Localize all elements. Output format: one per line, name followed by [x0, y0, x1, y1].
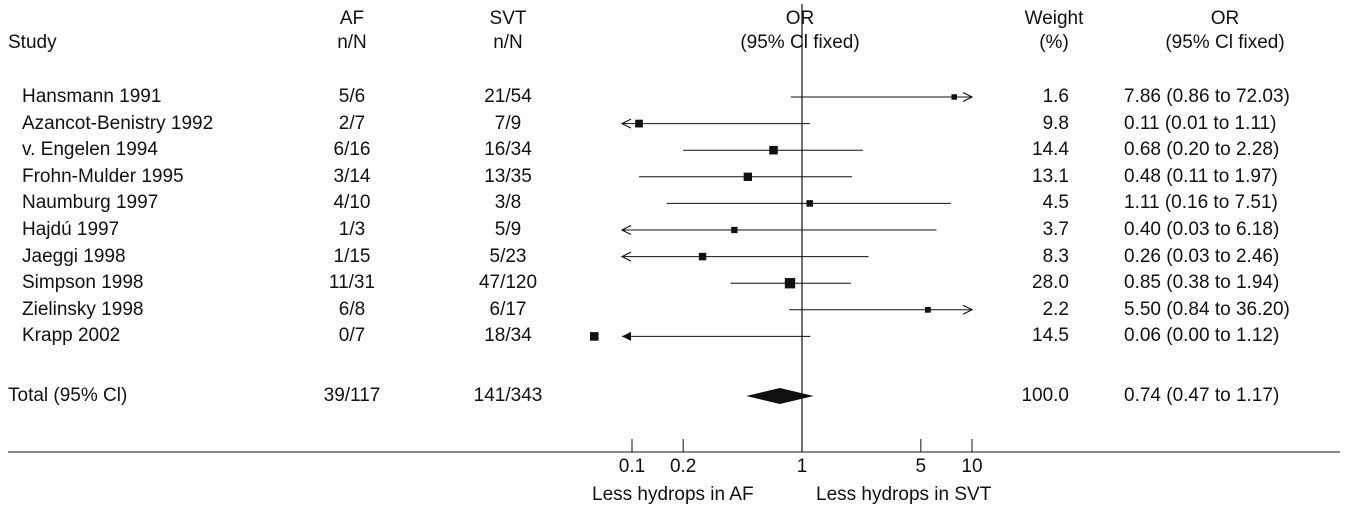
svt-value: 18/34 [484, 325, 532, 347]
study-label: Jaeggi 1998 [22, 245, 126, 267]
point-estimate [806, 200, 813, 207]
ci-arrow-right [962, 92, 974, 102]
x-tick-label: 5 [915, 456, 927, 477]
or-ci-text: 7.86 (0.86 to 72.03) [1124, 86, 1290, 107]
af-value: 3/14 [333, 165, 371, 187]
point-estimate [731, 226, 738, 234]
x-tick-label: 1 [796, 456, 808, 477]
af-value: 11/31 [328, 272, 376, 294]
header-or-plot: OR [785, 8, 815, 29]
or-ci-text: 0.11 (0.01 to 1.11) [1124, 112, 1277, 134]
weight-value: 13.1 [1032, 165, 1069, 187]
header-svt: SVT [489, 8, 527, 29]
af-value: 2/7 [338, 112, 366, 134]
header-af: AF [339, 8, 365, 29]
weight-value: 28.0 [1032, 272, 1069, 294]
x-caption-left: Less hydrops in AF [592, 484, 754, 505]
af-value: 1/15 [333, 245, 371, 267]
total-or-ci-text: 0.74 (0.47 to 1.17) [1124, 385, 1280, 406]
ci-arrow-right [962, 304, 974, 315]
point-estimate [784, 278, 796, 289]
header-weight: Weight [1024, 8, 1084, 29]
total-af-value: 39/117 [323, 385, 381, 406]
point-estimate [698, 252, 707, 261]
af-value: 5/6 [338, 86, 366, 107]
point-estimate [924, 306, 931, 313]
study-label: v. Engelen 1994 [22, 139, 158, 161]
ci-arrow-left [620, 225, 632, 235]
af-value: 6/8 [338, 298, 366, 320]
weight-value: 4.5 [1042, 192, 1069, 214]
or-ci-text: 0.68 (0.20 to 2.28) [1124, 139, 1280, 161]
study-label: Azancot-Benistry 1992 [22, 112, 214, 134]
point-estimate [590, 332, 599, 341]
study-label: Simpson 1998 [22, 272, 144, 294]
header-weight-sub: (%) [1039, 32, 1069, 53]
af-value: 4/10 [333, 192, 371, 214]
x-tick-label: 0.1 [618, 456, 646, 477]
header-or-plot-sub: (95% Cl fixed) [740, 32, 860, 53]
svt-value: 7/9 [494, 112, 522, 134]
weight-value: 2.2 [1042, 298, 1069, 320]
or-ci-text: 0.48 (0.11 to 1.97) [1124, 165, 1278, 187]
study-label: Frohn-Mulder 1995 [22, 165, 184, 187]
weight-value: 3.7 [1042, 219, 1069, 240]
x-tick-label: 0.2 [669, 456, 697, 477]
or-ci-text: 0.06 (0.00 to 1.12) [1124, 325, 1280, 347]
study-label: Hansmann 1991 [22, 86, 162, 107]
study-label: Zielinsky 1998 [22, 298, 144, 320]
or-ci-text: 1.11 (0.16 to 7.51) [1124, 192, 1278, 214]
svt-value: 47/120 [478, 272, 538, 294]
ci-arrow-left [620, 118, 632, 129]
ci-arrow-left [620, 251, 632, 262]
header-svt-sub: n/N [493, 32, 523, 53]
total-svt-value: 141/343 [473, 385, 543, 406]
header-study: Study [8, 32, 57, 53]
point-estimate [769, 145, 778, 155]
svt-value: 3/8 [494, 192, 522, 214]
header-af-sub: n/N [337, 32, 367, 53]
study-label: Krapp 2002 [22, 325, 121, 347]
point-estimate [743, 172, 752, 181]
total-weight-value: 100.0 [1021, 385, 1069, 406]
af-value: 0/7 [338, 325, 366, 347]
or-ci-text: 5.50 (0.84 to 36.20) [1124, 298, 1290, 320]
x-tick-label: 10 [961, 456, 983, 477]
or-ci-text: 0.40 (0.03 to 6.18) [1124, 219, 1280, 240]
weight-value: 1.6 [1042, 86, 1069, 107]
svt-value: 13/35 [484, 165, 532, 187]
or-ci-text: 0.85 (0.38 to 1.94) [1124, 272, 1280, 294]
svt-value: 21/54 [484, 86, 532, 107]
af-value: 6/16 [333, 139, 371, 161]
pooled-diamond [746, 388, 814, 404]
study-label: Hajdú 1997 [22, 219, 120, 240]
weight-value: 14.5 [1032, 325, 1069, 347]
svt-value: 5/9 [494, 219, 522, 240]
study-label: Naumburg 1997 [22, 192, 159, 214]
af-value: 1/3 [338, 219, 366, 240]
point-estimate [951, 94, 957, 100]
point-estimate [635, 119, 643, 128]
or-ci-text: 0.26 (0.03 to 2.46) [1124, 245, 1280, 267]
weight-value: 8.3 [1042, 245, 1069, 267]
svt-value: 16/34 [484, 139, 532, 161]
ci-arrow-left [622, 331, 631, 341]
header-or-text: OR [1210, 8, 1240, 29]
svt-value: 5/23 [489, 245, 527, 267]
x-caption-right: Less hydrops in SVT [816, 484, 992, 505]
weight-value: 9.8 [1042, 112, 1069, 134]
total-label: Total (95% Cl) [8, 385, 128, 406]
header-or-text-sub: (95% Cl fixed) [1165, 32, 1285, 53]
svt-value: 6/17 [489, 298, 527, 320]
weight-value: 14.4 [1032, 139, 1069, 161]
